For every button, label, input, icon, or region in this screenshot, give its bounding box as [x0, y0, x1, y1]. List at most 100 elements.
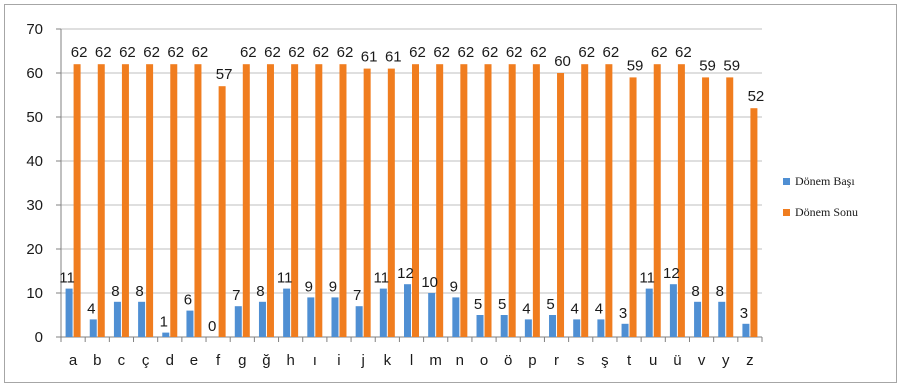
y-tick-label: 20 [26, 241, 43, 258]
data-label-donem-basi: 9 [450, 278, 458, 295]
x-category-label: t [627, 352, 632, 369]
bar-donem-basi [452, 297, 460, 337]
data-label-donem-sonu: 62 [71, 44, 88, 61]
bar-donem-sonu [194, 64, 202, 337]
y-tick-label: 40 [26, 153, 43, 170]
data-label-donem-sonu: 62 [578, 44, 595, 61]
data-label-donem-basi: 4 [87, 300, 95, 317]
data-label-donem-basi: 5 [546, 296, 554, 313]
x-category-label: h [286, 352, 294, 369]
bar-donem-basi [573, 319, 581, 337]
legend-label: Dönem Sonu [795, 205, 858, 219]
bar-donem-sonu [726, 77, 734, 338]
x-category-label: d [166, 352, 174, 369]
bar-donem-sonu [484, 64, 492, 337]
bar-donem-basi [138, 301, 146, 337]
bar-donem-basi [669, 284, 677, 337]
x-category-label: a [69, 352, 78, 369]
data-label-donem-basi: 3 [619, 305, 627, 322]
data-label-donem-basi: 8 [716, 283, 724, 300]
data-label-donem-sonu: 62 [458, 44, 475, 61]
data-label-donem-sonu: 62 [530, 44, 547, 61]
x-category-label: u [649, 352, 657, 369]
x-category-label: l [410, 352, 413, 369]
legend-swatch [783, 178, 790, 185]
data-label-donem-sonu: 59 [699, 57, 716, 74]
bar-donem-basi [549, 315, 557, 337]
x-category-label: k [384, 352, 392, 369]
data-label-donem-sonu: 59 [723, 57, 740, 74]
x-category-label: ö [504, 352, 512, 369]
x-category-label: i [337, 352, 340, 369]
bar-donem-basi [258, 301, 266, 337]
x-category-label: n [456, 352, 464, 369]
bar-donem-basi [234, 306, 242, 337]
bar-donem-basi [283, 288, 291, 337]
bar-donem-sonu [339, 64, 347, 337]
bar-donem-sonu [557, 73, 565, 337]
y-tick-label: 10 [26, 285, 43, 302]
bar-donem-sonu [460, 64, 468, 337]
x-category-label: r [554, 352, 559, 369]
bar-donem-basi [428, 293, 436, 337]
x-category-label: ü [673, 352, 681, 369]
data-label-donem-basi: 8 [691, 283, 699, 300]
data-label-donem-basi: 8 [256, 283, 264, 300]
x-category-label: g [238, 352, 246, 369]
bar-donem-sonu [629, 77, 637, 338]
bar-donem-sonu [750, 108, 758, 337]
x-category-label: e [190, 352, 198, 369]
x-category-label: ğ [262, 352, 270, 369]
bar-donem-sonu [387, 68, 395, 337]
data-label-donem-basi: 5 [498, 296, 506, 313]
y-tick-label: 0 [35, 329, 43, 346]
x-category-label: m [429, 352, 442, 369]
x-category-label: y [722, 352, 730, 369]
bar-donem-sonu [653, 64, 661, 337]
data-label-donem-sonu: 62 [337, 44, 354, 61]
data-label-donem-sonu: 62 [312, 44, 329, 61]
bar-donem-sonu [508, 64, 516, 337]
data-label-donem-basi: 8 [111, 283, 119, 300]
data-label-donem-basi: 12 [397, 265, 414, 282]
x-category-label: c [118, 352, 126, 369]
data-label-donem-basi: 4 [522, 300, 530, 317]
bar-donem-sonu [121, 64, 129, 337]
data-label-donem-basi: 11 [277, 270, 293, 287]
x-category-label: v [698, 352, 706, 369]
bar-donem-basi [500, 315, 508, 337]
data-label-donem-basi: 4 [595, 300, 603, 317]
bar-donem-sonu [170, 64, 178, 337]
x-category-label: ç [142, 352, 150, 369]
data-label-donem-basi: 7 [232, 287, 240, 304]
bar-donem-sonu [291, 64, 299, 337]
bar-donem-basi [331, 297, 339, 337]
data-label-donem-sonu: 62 [95, 44, 112, 61]
bar-donem-sonu [97, 64, 105, 337]
bar-donem-basi [89, 319, 97, 337]
data-label-donem-sonu: 62 [433, 44, 450, 61]
data-label-donem-sonu: 60 [554, 53, 571, 70]
x-category-label: ş [601, 352, 609, 369]
x-category-label: o [480, 352, 488, 369]
data-label-donem-basi: 9 [305, 278, 313, 295]
y-tick-label: 60 [26, 65, 43, 82]
bar-donem-sonu [702, 77, 710, 338]
bar-donem-basi [65, 288, 73, 337]
data-label-donem-basi: 11 [59, 270, 75, 287]
x-category-label: b [93, 352, 101, 369]
bar-donem-basi [597, 319, 605, 337]
bar-donem-sonu [605, 64, 613, 337]
data-label-donem-sonu: 62 [482, 44, 499, 61]
x-category-label: p [528, 352, 536, 369]
data-label-donem-basi: 8 [135, 283, 143, 300]
data-label-donem-basi: 4 [571, 300, 579, 317]
bar-donem-sonu [266, 64, 274, 337]
data-label-donem-basi: 7 [353, 287, 361, 304]
bar-donem-sonu [242, 64, 250, 337]
data-label-donem-basi: 0 [208, 318, 216, 335]
data-label-donem-basi: 11 [374, 270, 390, 287]
data-label-donem-sonu: 62 [288, 44, 305, 61]
bar-donem-sonu [677, 64, 685, 337]
bar-donem-sonu [363, 68, 371, 337]
